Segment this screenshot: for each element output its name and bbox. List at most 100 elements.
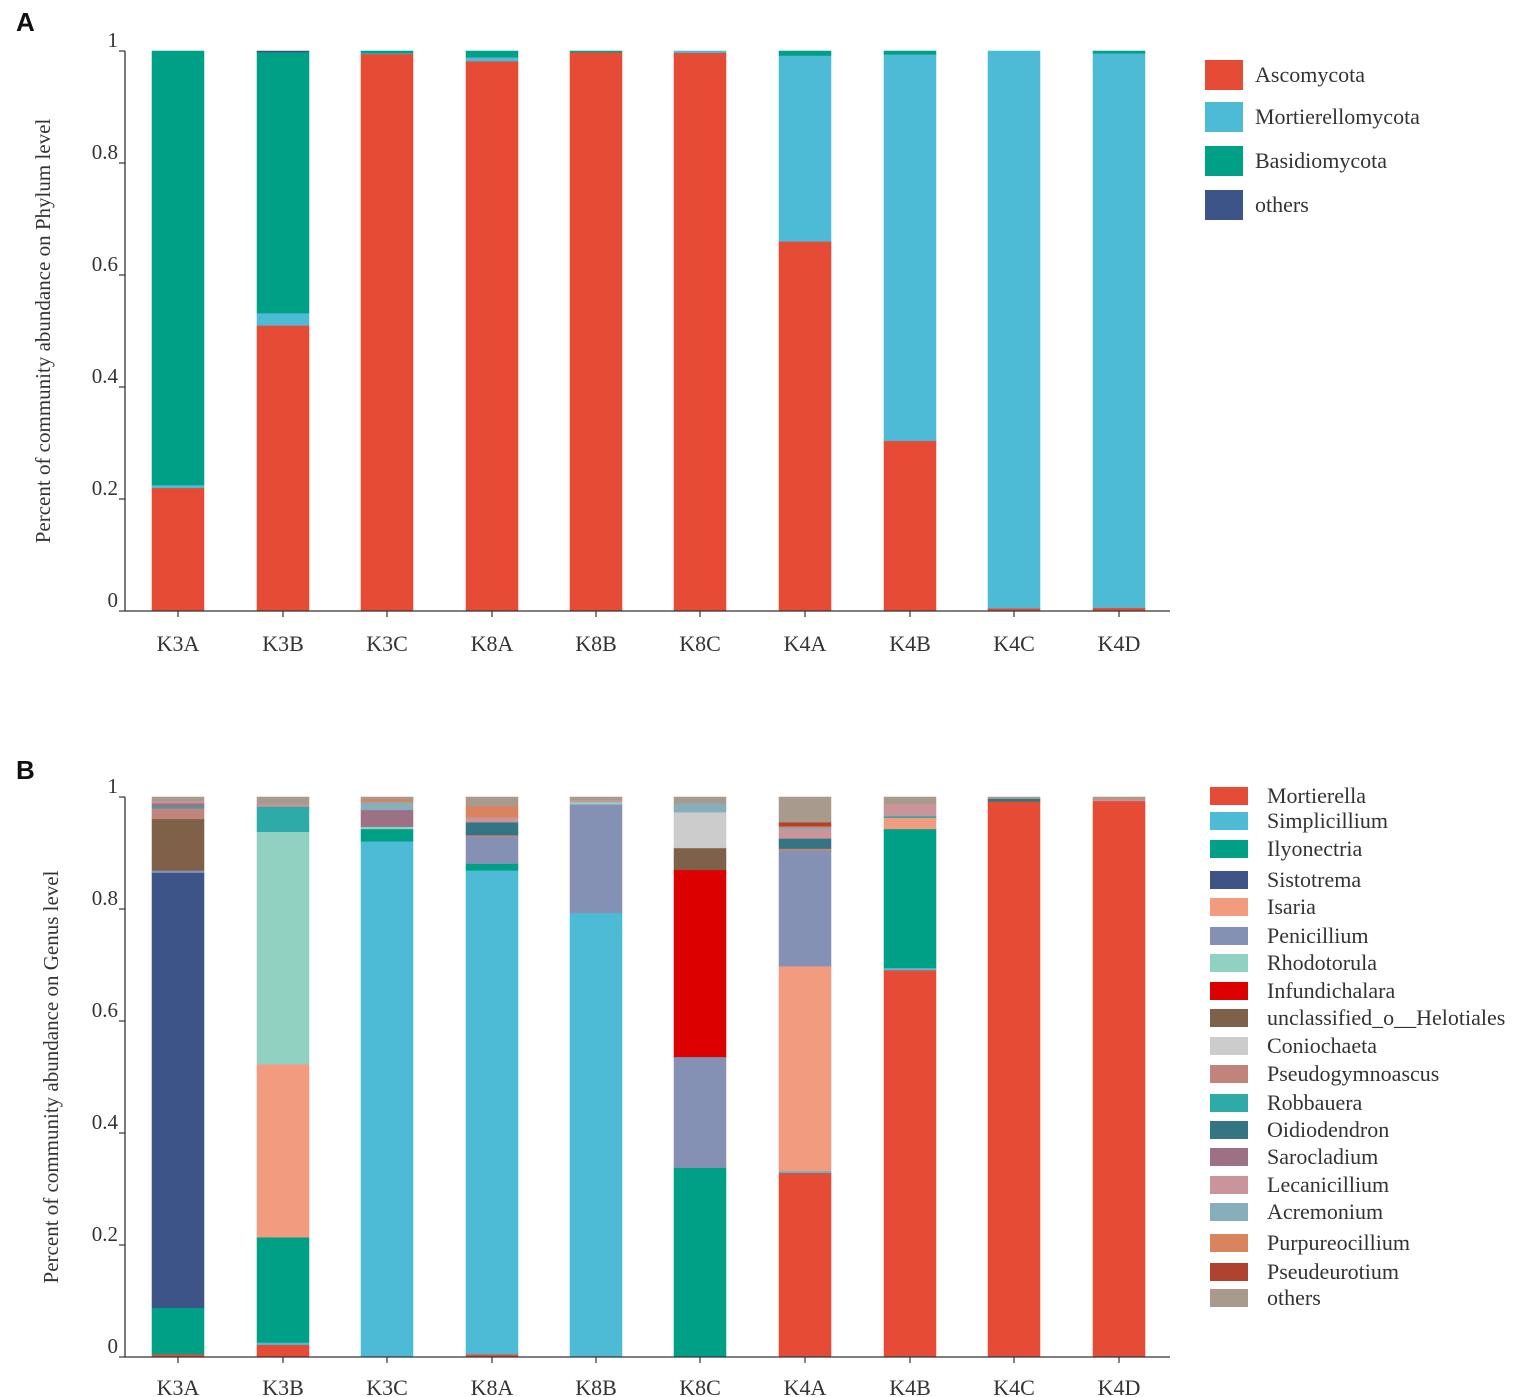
legend-item: Robbauera [1210, 1090, 1363, 1115]
bar-segment-others [673, 796, 727, 804]
x-tick-label: K4C [993, 631, 1035, 656]
y-axis-label: Percent of community abundance on Phylum… [31, 119, 55, 544]
bar-stack-K4C [987, 50, 1041, 612]
bar-segment-others [1092, 796, 1146, 800]
x-tick-label: K4B [889, 631, 931, 656]
legend-swatch [1205, 190, 1243, 220]
bar-segment-mortierellomycota [987, 50, 1041, 609]
bar-segment-sarocladium [360, 809, 414, 827]
y-tick-label: 0.4 [92, 1110, 119, 1134]
bar-segment-ascomycota [883, 440, 937, 612]
bar-segment-rhodotorula [256, 831, 310, 1065]
legend-item: Rhodotorula [1210, 950, 1377, 975]
bar-segment-lecanicillium [465, 816, 519, 823]
bar-segment-simplicillium [256, 1342, 310, 1345]
x-tick-label: K4A [784, 1375, 827, 1397]
legend-item: others [1210, 1285, 1321, 1310]
legend-item: Sarocladium [1210, 1144, 1378, 1169]
panel-label: B [16, 755, 35, 785]
legend-label: Pseudeurotium [1267, 1259, 1399, 1284]
legend-label: Penicillium [1267, 923, 1368, 948]
legend-label: Coniochaeta [1267, 1033, 1377, 1058]
x-tick-label: K8B [575, 631, 617, 656]
bar-segment-purpureocillium [360, 798, 414, 803]
bar-segment-basidiomycota [1092, 50, 1146, 54]
bar-segment-others [883, 796, 937, 805]
legend-swatch [1205, 60, 1243, 90]
legend-label: others [1255, 192, 1309, 217]
bar-segment-others [778, 796, 832, 823]
bar-stack-K8C [673, 796, 727, 1358]
x-tick-label: K3B [262, 631, 304, 656]
bar-stack-K3B [256, 50, 310, 612]
bar-segment-mortierellomycota [673, 50, 727, 53]
legend-item: Isaria [1210, 894, 1316, 919]
bar-segment-basidiomycota [256, 51, 310, 314]
bar-segment-ascomycota [465, 60, 519, 612]
bar-segment-ascomycota [256, 325, 310, 612]
y-tick-label: 0.6 [92, 252, 118, 276]
bar-segment-lecanicillium [151, 800, 205, 804]
bar-segment-pseudogymnoascus [778, 848, 832, 852]
bar-stack-K4D [1092, 50, 1146, 612]
x-tick-label: K3B [262, 1375, 304, 1397]
legend-item: others [1205, 190, 1309, 220]
legend-item: Oidiodendron [1210, 1117, 1389, 1142]
bar-segment-simplicillium [569, 912, 623, 1358]
bar-segment-mortierellomycota [465, 56, 519, 62]
bar-stack-K3C [360, 796, 414, 1358]
bar-segment-lecanicillium [883, 803, 937, 817]
legend-label: Purpureocillium [1267, 1230, 1410, 1255]
bar-segment-unclassified-o-helotiales [673, 847, 727, 871]
bar-segment-mortierellomycota [151, 484, 205, 489]
bar-segment-ilyonectria [673, 1167, 727, 1358]
bar-segment-oidiodendron [987, 798, 1041, 802]
bar-segment-ascomycota [151, 487, 205, 612]
bar-segment-lecanicillium [256, 803, 310, 807]
bar-stack-K4B [883, 50, 937, 612]
bar-segment-simplicillium [883, 967, 937, 971]
bar-segment-mortierellomycota [778, 55, 832, 242]
legend-swatch [1210, 982, 1248, 1000]
legend-swatch [1210, 1263, 1248, 1281]
bar-stack-K3C [360, 50, 414, 612]
bar-segment-pseudogymnoascus [151, 807, 205, 820]
bar-stack-K8B [569, 50, 623, 612]
bar-segment-ascomycota [360, 53, 414, 612]
legend-label: Robbauera [1267, 1090, 1363, 1115]
bar-segment-ilyonectria [256, 1236, 310, 1343]
legend-swatch [1210, 1148, 1248, 1166]
legend-label: Acremonium [1267, 1199, 1383, 1224]
legend-label: others [1267, 1285, 1321, 1310]
bar-segment-acremonium [360, 801, 414, 811]
bar-segment-oidiodendron [778, 838, 832, 849]
bar-segment-isaria [883, 817, 937, 830]
bar-stack-K8C [673, 50, 727, 612]
bar-segment-simplicillium [360, 840, 414, 1358]
bar-stack-K4B [883, 796, 937, 1358]
x-tick-label: K8C [679, 1375, 721, 1397]
x-tick-label: K8A [471, 631, 514, 656]
bar-segment-mortierella [1092, 800, 1146, 1358]
legend-item: Ilyonectria [1210, 836, 1363, 861]
legend-label: Ascomycota [1255, 62, 1365, 87]
bar-segment-penicillium [465, 836, 519, 864]
legend-item: Coniochaeta [1210, 1033, 1377, 1058]
legend-label: Isaria [1267, 894, 1316, 919]
bar-segment-ilyonectria [151, 1307, 205, 1355]
legend-label: Ilyonectria [1267, 836, 1363, 861]
bar-segment-ascomycota [778, 241, 832, 612]
bar-stack-K8A [465, 796, 519, 1358]
bar-segment-isaria [256, 1063, 310, 1238]
bar-segment-penicillium [151, 870, 205, 873]
bar-segment-penicillium [778, 850, 832, 967]
bar-segment-coniochaeta [673, 811, 727, 849]
legend-label: Rhodotorula [1267, 950, 1377, 975]
bar-segment-basidiomycota [360, 50, 414, 54]
legend-item: Mortierella [1210, 783, 1366, 808]
bar-segment-mortierella [987, 801, 1041, 1358]
bar-segment-mortierella [256, 1344, 310, 1358]
legend-label: Infundichalara [1267, 978, 1395, 1003]
legend-label: Pseudogymnoascus [1267, 1061, 1439, 1086]
